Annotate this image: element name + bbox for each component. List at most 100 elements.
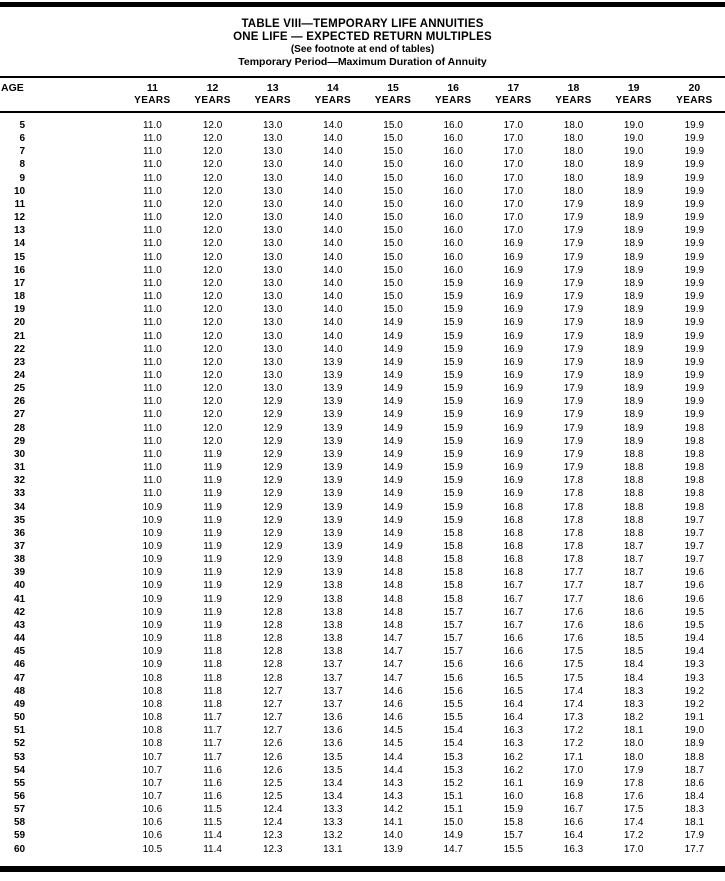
multiple-value-cell: 10.7	[142, 764, 163, 776]
multiple-value-cell: 12.0	[202, 330, 223, 342]
multiple-value-cell: 17.8	[563, 527, 584, 539]
table-row-age-31: 31 11.0 11.9 12.9 13.9 14.9 15.9 16.9 17.9 18.8 19…	[0, 461, 725, 474]
multiple-value-cell: 16.9	[503, 475, 524, 487]
age-cell: 41	[13, 593, 26, 605]
year-column-header-16: 16 YEARS	[423, 77, 483, 112]
multiple-value-cell: 15.0	[383, 277, 403, 289]
table-row-age-27: 27 11.0 12.0 12.9 13.9 14.9 15.9 16.9 17.9 18.9 19…	[0, 408, 725, 421]
age-cell: 60	[13, 843, 26, 855]
multiple-value-cell: 14.5	[383, 738, 403, 750]
age-cell: 23	[13, 356, 26, 368]
multiple-value-cell: 14.3	[383, 790, 403, 802]
table-row-age-18: 18 11.0 12.0 13.0 14.0 15.0 15.9 16.9 17.9 18.9 19…	[0, 290, 725, 303]
multiple-value-cell: 14.8	[383, 619, 403, 631]
multiple-value-cell: 14.9	[383, 422, 403, 434]
spacer-cell	[30, 816, 122, 829]
multiple-value-cell: 13.9	[323, 541, 343, 552]
multiple-value-cell: 16.9	[503, 462, 524, 474]
multiple-value-cell: 17.5	[623, 804, 644, 816]
multiple-value-cell: 15.6	[443, 659, 463, 671]
table-row-age-10: 10 11.0 12.0 13.0 14.0 15.0 16.0 17.0 18.0 18.9 19…	[0, 185, 725, 198]
multiple-value-cell: 15.0	[383, 238, 403, 250]
multiple-value-cell: 11.0	[143, 422, 162, 434]
multiple-value-cell: 13.9	[323, 554, 343, 566]
multiple-value-cell: 11.0	[143, 212, 162, 224]
multiple-value-cell: 19.9	[684, 356, 705, 368]
multiple-value-cell: 14.8	[383, 580, 403, 592]
multiple-value-cell: 17.9	[563, 383, 584, 395]
multiple-value-cell: 15.2	[443, 777, 463, 789]
multiple-value-cell: 18.8	[623, 514, 644, 526]
multiple-value-cell: 10.7	[142, 751, 163, 763]
multiple-value-cell: 12.8	[262, 606, 283, 618]
multiple-value-cell: 17.8	[623, 777, 644, 789]
multiple-value-cell: 16.0	[443, 133, 463, 145]
multiple-value-cell: 11.4	[203, 843, 222, 855]
multiple-value-cell: 11.0	[143, 159, 162, 171]
annuity-multiples-table: AGE 11 YEARS 12 YEARS 13 YEARS 14 YEARS 15 YEARS 1…	[0, 76, 725, 856]
years-sublabel: YEARS	[314, 95, 352, 106]
multiple-value-cell: 14.0	[323, 133, 343, 145]
multiple-value-cell: 11.7	[203, 751, 222, 763]
multiple-value-cell: 14.9	[383, 435, 403, 447]
multiple-value-cell: 17.9	[563, 212, 584, 224]
multiple-value-cell: 12.8	[262, 619, 283, 631]
multiple-value-cell: 16.7	[503, 593, 524, 605]
multiple-value-cell: 10.8	[142, 685, 163, 697]
multiple-value-cell: 18.0	[563, 185, 584, 197]
multiple-value-cell: 11.5	[203, 804, 222, 816]
age-cell: 50	[13, 712, 26, 724]
multiple-value-cell: 13.0	[262, 369, 283, 381]
multiple-value-cell: 14.0	[323, 159, 343, 171]
multiple-value-cell: 16.9	[503, 435, 524, 447]
multiple-value-cell: 11.0	[143, 304, 162, 316]
multiple-value-cell: 13.0	[262, 383, 283, 395]
years-sublabel: YEARS	[676, 95, 713, 106]
age-cell: 35	[13, 514, 26, 526]
multiple-value-cell: 17.8	[563, 475, 584, 487]
multiple-value-cell: 10.7	[142, 777, 163, 789]
multiple-value-cell: 12.5	[262, 790, 283, 802]
multiple-value-cell: 14.9	[383, 330, 403, 342]
multiple-value-cell: 12.3	[262, 830, 283, 842]
table-caption: Temporary Period—Maximum Duration of Ann…	[238, 56, 487, 68]
multiple-value-cell: 17.9	[563, 435, 584, 447]
age-cell: 25	[13, 383, 26, 395]
multiple-value-cell: 10.8	[142, 698, 163, 710]
multiple-value-cell: 15.9	[443, 369, 463, 381]
table-row-age-12: 12 11.0 12.0 13.0 14.0 15.0 16.0 17.0 17.9 18.9 19…	[0, 211, 725, 224]
multiple-value-cell: 19.8	[684, 501, 705, 513]
multiple-value-cell: 12.4	[262, 817, 283, 829]
spacer-cell	[30, 553, 122, 566]
multiple-value-cell: 14.9	[383, 501, 403, 513]
age-cell: 40	[13, 580, 26, 592]
multiple-value-cell: 13.0	[262, 198, 283, 210]
multiple-value-cell: 13.1	[323, 843, 343, 855]
multiple-value-cell: 15.9	[443, 383, 463, 395]
year-column-header-11: 11 YEARS	[122, 77, 182, 112]
multiple-value-cell: 14.0	[323, 277, 343, 289]
multiple-value-cell: 14.4	[383, 764, 403, 776]
multiple-value-cell: 16.5	[503, 685, 524, 697]
multiple-value-cell: 17.8	[563, 541, 584, 552]
multiple-value-cell: 16.9	[563, 777, 584, 789]
multiple-value-cell: 17.0	[503, 159, 524, 171]
multiple-value-cell: 15.5	[443, 698, 463, 710]
multiple-value-cell: 13.8	[323, 619, 343, 631]
multiple-value-cell: 12.3	[262, 843, 283, 855]
table-row-age-25: 25 11.0 12.0 13.0 13.9 14.9 15.9 16.9 17.9 18.9 19…	[0, 382, 725, 395]
multiple-value-cell: 14.8	[383, 554, 403, 566]
multiple-value-cell: 17.9	[563, 356, 584, 368]
multiple-value-cell: 16.9	[503, 277, 524, 289]
multiple-value-cell: 12.7	[262, 685, 283, 697]
table-row-age-42: 42 10.9 11.9 12.8 13.8 14.8 15.7 16.7 17.6 18.6 19…	[0, 606, 725, 619]
multiple-value-cell: 10.9	[142, 501, 163, 513]
multiple-value-cell: 14.6	[383, 698, 403, 710]
spacer-cell	[30, 316, 122, 329]
multiple-value-cell: 14.7	[383, 646, 403, 658]
years-sublabel: YEARS	[434, 95, 472, 106]
multiple-value-cell: 13.9	[323, 567, 343, 579]
multiple-value-cell: 14.6	[383, 712, 403, 724]
multiple-value-cell: 13.8	[323, 593, 343, 605]
multiple-value-cell: 18.9	[623, 356, 644, 368]
